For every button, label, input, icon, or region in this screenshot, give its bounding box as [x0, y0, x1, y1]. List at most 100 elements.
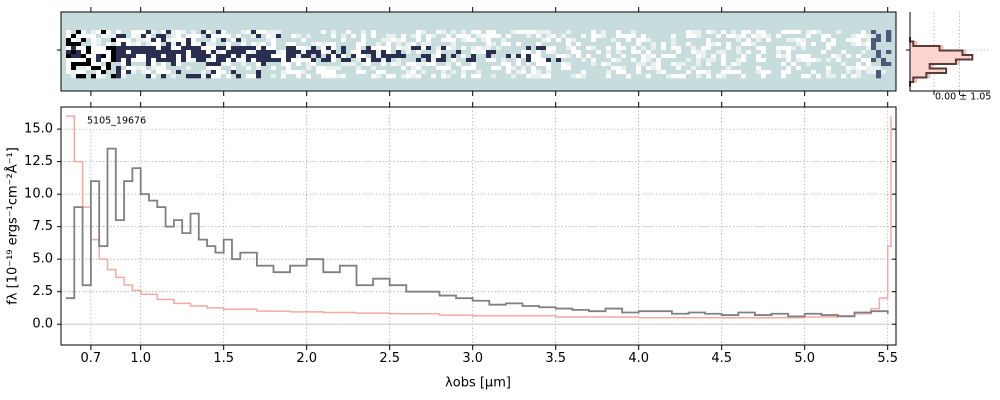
2d-spectrum-pixel: [446, 70, 452, 75]
2d-spectrum-pixel: [601, 42, 607, 47]
2d-spectrum-pixel: [866, 30, 872, 35]
2d-spectrum-pixel: [106, 50, 112, 55]
2d-spectrum-pixel: [76, 50, 82, 55]
2d-spectrum-pixel: [631, 74, 637, 79]
2d-spectrum-pixel: [776, 58, 782, 63]
2d-spectrum-pixel: [756, 54, 762, 59]
2d-spectrum-pixel: [576, 74, 582, 79]
2d-spectrum-pixel: [846, 30, 852, 35]
2d-spectrum-pixel: [496, 54, 502, 59]
2d-spectrum-pixel: [316, 30, 322, 35]
2d-spectrum-pixel: [621, 50, 627, 55]
2d-spectrum-pixel: [681, 34, 687, 39]
2d-spectrum-pixel: [836, 50, 842, 55]
2d-spectrum-pixel: [666, 74, 672, 79]
2d-spectrum-pixel: [66, 58, 72, 63]
2d-spectrum-pixel: [231, 34, 237, 39]
2d-spectrum-pixel: [121, 62, 127, 67]
2d-spectrum-pixel: [491, 30, 497, 35]
2d-spectrum-pixel: [516, 30, 522, 35]
2d-spectrum-pixel: [871, 74, 877, 79]
2d-spectrum-pixel: [761, 30, 767, 35]
2d-spectrum-pixel: [686, 70, 692, 75]
2d-spectrum-pixel: [426, 30, 432, 35]
2d-spectrum-pixel: [571, 50, 577, 55]
2d-spectrum-pixel: [736, 38, 742, 43]
2d-spectrum-pixel: [291, 70, 297, 75]
2d-spectrum-pixel: [551, 38, 557, 43]
2d-spectrum-pixel: [441, 62, 447, 67]
2d-spectrum-pixel: [536, 62, 542, 67]
2d-spectrum-pixel: [621, 62, 627, 67]
2d-spectrum-pixel: [486, 34, 492, 39]
2d-spectrum-pixel: [471, 66, 477, 71]
2d-spectrum-pixel: [276, 54, 282, 59]
2d-spectrum-pixel: [671, 58, 677, 63]
2d-spectrum-pixel: [616, 54, 622, 59]
2d-spectrum-pixel: [811, 66, 817, 71]
2d-spectrum-pixel: [221, 38, 227, 43]
2d-spectrum-pixel: [526, 50, 532, 55]
2d-spectrum-pixel: [636, 66, 642, 71]
2d-spectrum-pixel: [461, 62, 467, 67]
2d-spectrum-pixel: [831, 38, 837, 43]
2d-spectrum-pixel: [241, 30, 247, 35]
2d-spectrum-pixel: [571, 38, 577, 43]
2d-spectrum-pixel: [356, 42, 362, 47]
2d-spectrum-pixel: [416, 38, 422, 43]
2d-spectrum-pixel: [101, 66, 107, 71]
2d-spectrum-pixel: [126, 34, 132, 39]
2d-spectrum-pixel: [66, 62, 72, 67]
2d-spectrum-pixel: [161, 42, 167, 47]
2d-spectrum-pixel: [281, 30, 287, 35]
2d-spectrum-pixel: [601, 54, 607, 59]
2d-spectrum-pixel: [591, 46, 597, 51]
2d-spectrum-pixel: [326, 38, 332, 43]
2d-spectrum-pixel: [676, 70, 682, 75]
2d-spectrum-pixel: [681, 54, 687, 59]
2d-spectrum-pixel: [581, 70, 587, 75]
2d-spectrum-pixel: [761, 74, 767, 79]
2d-spectrum-pixel: [201, 46, 207, 51]
2d-spectrum-pixel: [81, 34, 87, 39]
2d-spectrum-pixel: [126, 30, 132, 35]
2d-spectrum-pixel: [481, 34, 487, 39]
2d-spectrum-pixel: [861, 46, 867, 51]
2d-spectrum-pixel: [226, 62, 232, 67]
2d-spectrum-pixel: [651, 70, 657, 75]
2d-spectrum-pixel: [456, 66, 462, 71]
2d-spectrum-pixel: [186, 54, 192, 59]
2d-spectrum-pixel: [676, 74, 682, 79]
2d-spectrum-pixel: [431, 66, 437, 71]
2d-spectrum-pixel: [746, 58, 752, 63]
2d-spectrum-pixel: [586, 34, 592, 39]
2d-spectrum-pixel: [411, 30, 417, 35]
2d-spectrum-pixel: [146, 34, 152, 39]
2d-spectrum-pixel: [466, 58, 472, 63]
2d-spectrum-pixel: [851, 74, 857, 79]
y-tick-label: 0.0: [32, 317, 53, 332]
2d-spectrum-pixel: [711, 70, 717, 75]
2d-spectrum-pixel: [451, 30, 457, 35]
2d-spectrum-pixel: [661, 66, 667, 71]
2d-spectrum-pixel: [206, 62, 212, 67]
2d-spectrum-pixel: [486, 70, 492, 75]
2d-spectrum-pixel: [76, 46, 82, 51]
2d-spectrum-pixel: [836, 74, 842, 79]
2d-spectrum-pixel: [231, 66, 237, 71]
2d-spectrum-pixel: [711, 66, 717, 71]
2d-spectrum-pixel: [286, 70, 292, 75]
2d-spectrum-pixel: [741, 42, 747, 47]
2d-spectrum-pixel: [761, 34, 767, 39]
2d-spectrum-pixel: [866, 46, 872, 51]
2d-spectrum-pixel: [146, 54, 152, 59]
2d-spectrum-pixel: [471, 74, 477, 79]
2d-spectrum-pixel: [426, 66, 432, 71]
2d-spectrum-pixel: [301, 70, 307, 75]
2d-spectrum-pixel: [811, 54, 817, 59]
2d-spectrum-pixel: [801, 58, 807, 63]
2d-spectrum-pixel: [596, 66, 602, 71]
2d-spectrum-pixel: [776, 38, 782, 43]
2d-spectrum-pixel: [526, 42, 532, 47]
2d-spectrum-pixel: [446, 58, 452, 63]
